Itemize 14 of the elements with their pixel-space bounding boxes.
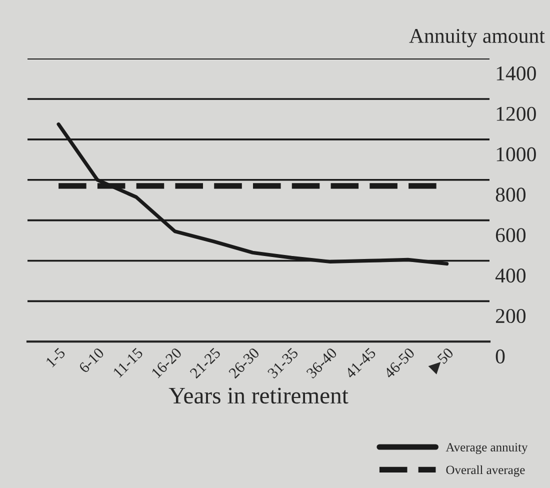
y-tick-label: 600 (496, 228, 526, 242)
legend-label: Overall average (446, 465, 525, 477)
legend-label: Average annuity (446, 443, 528, 454)
y-tick-label: 0 (496, 349, 505, 364)
y-tick-label: 200 (496, 308, 526, 324)
y-tick-label: 400 (495, 268, 526, 283)
x-tick-label: 6-10 (78, 347, 105, 374)
y-tick-label: 1400 (496, 66, 536, 80)
x-axis-title: Years in retirement (168, 388, 348, 404)
x-tick-label: 1-5 (45, 347, 66, 368)
y-axis-title: Annuity amount (409, 28, 545, 48)
y-tick-label: 800 (496, 188, 526, 202)
y-tick-label: 1200 (496, 106, 536, 121)
y-tick-label: 1000 (496, 147, 536, 162)
